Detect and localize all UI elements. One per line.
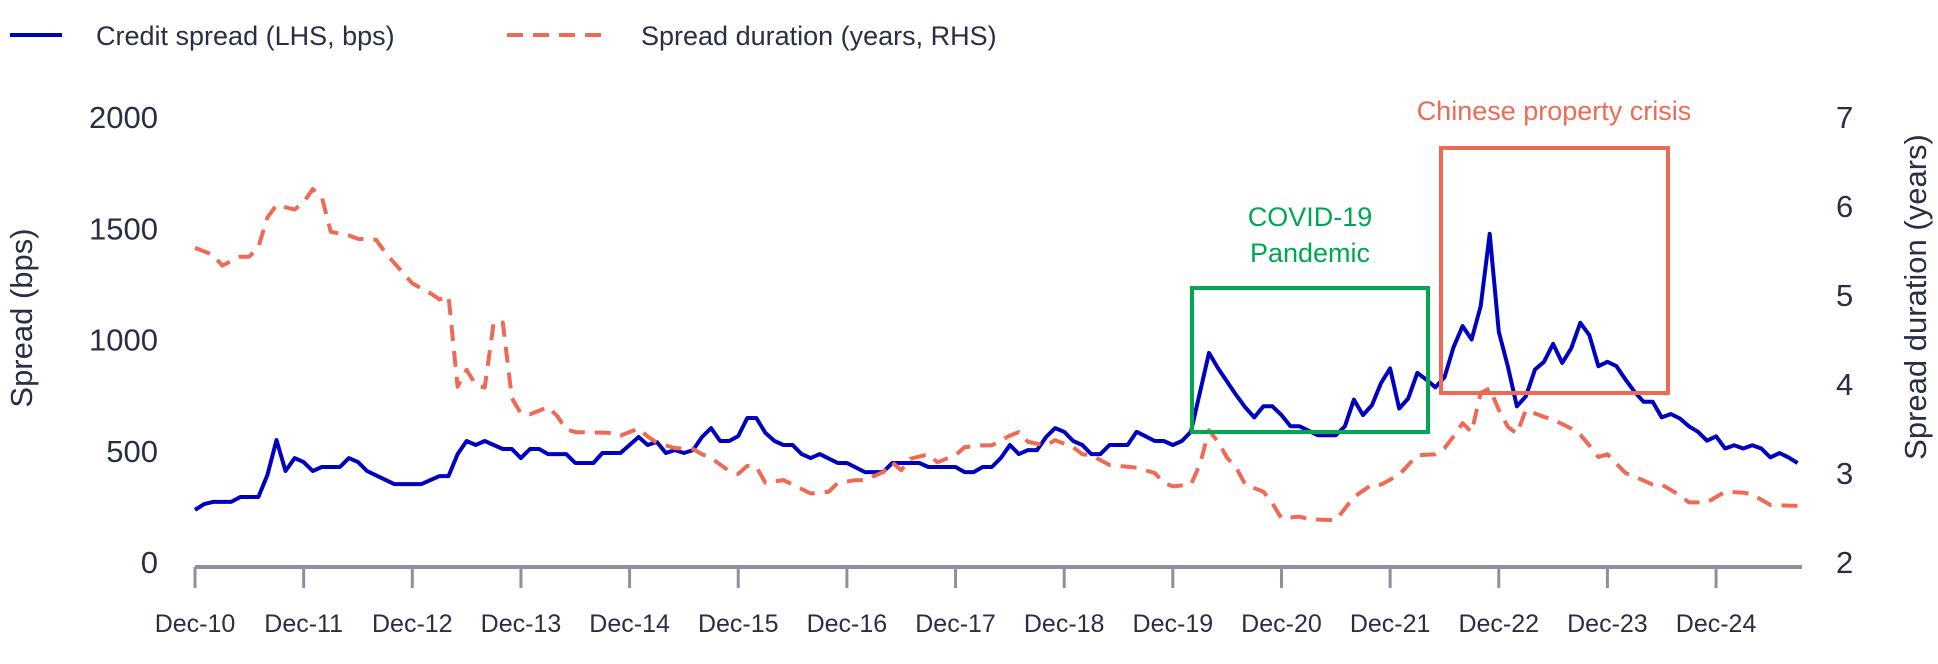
left-tick-label: 500: [106, 434, 158, 469]
x-tick-label: Dec-11: [264, 610, 343, 638]
x-tick-label: Dec-24: [1676, 610, 1757, 638]
x-tick-label: Dec-12: [372, 610, 453, 638]
x-tick-label: Dec-19: [1133, 610, 1214, 638]
left-tick-label: 1000: [89, 323, 158, 358]
right-tick-label: 7: [1836, 100, 1853, 135]
left-tick-label: 1500: [89, 211, 158, 246]
x-tick-label: Dec-15: [698, 610, 779, 638]
right-axis-title: Spread duration (years): [1898, 134, 1933, 460]
x-tick-label: Dec-20: [1241, 610, 1322, 638]
legend: Credit spread (LHS, bps) Spread duration…: [10, 21, 997, 51]
left-tick-label: 2000: [89, 100, 158, 135]
x-tick-label: Dec-13: [481, 610, 562, 638]
right-axis-ticks: 2 3 4 5 6 7: [1836, 100, 1853, 580]
legend-label-spread-duration: Spread duration (years, RHS): [641, 21, 997, 51]
left-tick-label: 0: [141, 545, 158, 580]
right-tick-label: 5: [1836, 278, 1853, 313]
covid-highlight-box: [1190, 286, 1430, 434]
x-tick-label: Dec-16: [807, 610, 888, 638]
left-axis-title: Spread (bps): [4, 228, 39, 407]
x-axis: Dec-10 Dec-11 Dec-12 Dec-13 Dec-14 Dec-15 Dec-…: [155, 565, 1802, 638]
covid-label-line-1: COVID-19: [1248, 202, 1373, 232]
annotation-covid: COVID-19 Pandemic: [1190, 202, 1430, 434]
series-layer: [193, 187, 1799, 523]
spread-duration-line: [194, 187, 1798, 523]
x-tick-label: Dec-22: [1458, 610, 1539, 638]
x-tick-label: Dec-18: [1024, 610, 1105, 638]
right-tick-label: 3: [1836, 456, 1853, 491]
annotation-chinese-property: Chinese property crisis: [1417, 96, 1692, 395]
covid-label-line-2: Pandemic: [1250, 238, 1370, 268]
chinese-property-label: Chinese property crisis: [1417, 96, 1692, 126]
x-tick-label: Dec-10: [155, 610, 236, 638]
x-tick-label: Dec-17: [915, 610, 996, 638]
right-tick-label: 4: [1836, 367, 1853, 402]
credit-spread-line: [193, 231, 1799, 512]
x-tick-label: Dec-21: [1350, 610, 1431, 638]
chinese-property-highlight-box: [1439, 146, 1670, 395]
legend-label-credit-spread: Credit spread (LHS, bps): [96, 21, 395, 51]
right-tick-label: 6: [1836, 189, 1853, 224]
x-tick-label: Dec-14: [589, 610, 670, 638]
x-tick-label: Dec-23: [1567, 610, 1648, 638]
right-tick-label: 2: [1836, 545, 1853, 580]
left-axis-ticks: 0 500 1000 1500 2000: [89, 100, 158, 580]
